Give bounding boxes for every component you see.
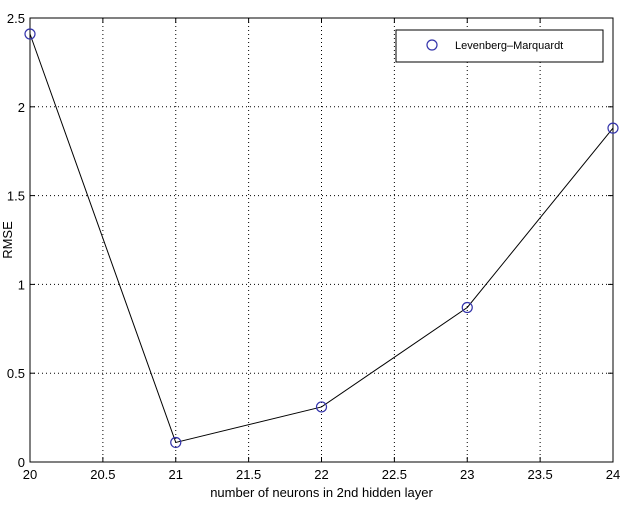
- legend: Levenberg–Marquardt: [395, 29, 604, 63]
- y-tick-label: 1.5: [7, 189, 25, 204]
- x-tick-label: 23.5: [527, 467, 552, 482]
- x-tick-label: 24: [606, 467, 620, 482]
- x-tick-label: 20: [23, 467, 37, 482]
- y-tick-label: 0: [18, 455, 25, 470]
- legend-box: [395, 29, 604, 63]
- x-tick-label: 21: [169, 467, 183, 482]
- series: [24, 28, 619, 449]
- plot-frame: [29, 17, 614, 463]
- legend-label: Levenberg–Marquardt: [455, 40, 563, 52]
- x-tick-label: 21.5: [236, 467, 261, 482]
- data-point-marker: [607, 122, 619, 134]
- grid: [30, 18, 613, 462]
- data-point-marker: [170, 436, 182, 449]
- y-axis-label: RMSE: [0, 221, 15, 259]
- x-tick-label: 22: [314, 467, 328, 482]
- legend-marker-icon: [426, 39, 438, 51]
- data-point-marker: [24, 28, 36, 40]
- y-tick-label: 0.5: [7, 366, 25, 381]
- y-tick-label: 1: [18, 277, 25, 292]
- series-line: [29, 33, 614, 444]
- x-tick-label: 23: [460, 467, 474, 482]
- data-point-marker: [315, 401, 328, 413]
- y-tick-label: 2: [18, 100, 25, 115]
- x-tick-label: 22.5: [382, 467, 407, 482]
- x-axis-label: number of neurons in 2nd hidden layer: [210, 485, 433, 500]
- y-tick-label: 2.5: [7, 11, 25, 26]
- data-point-marker: [461, 301, 473, 314]
- x-tick-label: 20.5: [90, 467, 115, 482]
